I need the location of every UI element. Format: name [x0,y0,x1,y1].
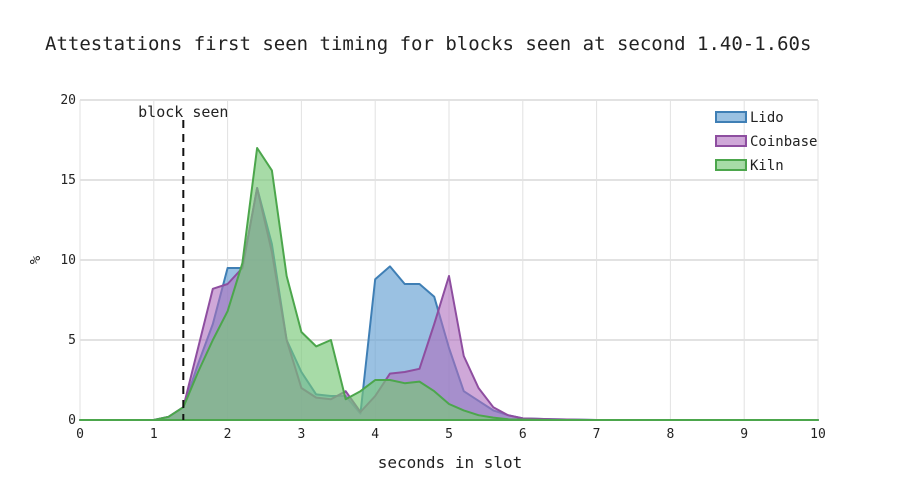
y-tick-label: 10 [60,253,76,268]
x-tick-label: 3 [297,427,305,442]
chart-title: Attestations first seen timing for block… [45,33,811,55]
legend-label: Kiln [750,158,784,174]
x-tick-label: 10 [810,427,826,442]
x-tick-label: 2 [224,427,232,442]
x-tick-label: 1 [150,427,158,442]
legend-swatch [715,111,747,123]
y-tick-label: 20 [60,93,76,108]
x-tick-label: 7 [593,427,601,442]
x-tick-label: 9 [740,427,748,442]
x-tick-label: 5 [445,427,453,442]
y-tick-label: 5 [68,333,76,348]
series-area-kiln [79,147,819,421]
annotation-block-seen: block seen [138,103,228,121]
legend-swatch [715,159,747,171]
x-tick-label: 6 [519,427,527,442]
legend-label: Lido [750,110,784,126]
legend-swatch [715,135,747,147]
legend-label: Coinbase [750,134,817,150]
y-tick-label: 15 [60,173,76,188]
x-tick-label: 0 [76,427,84,442]
y-axis-label: % [28,255,44,264]
x-tick-label: 8 [666,427,674,442]
x-tick-label: 4 [371,427,379,442]
x-axis-label: seconds in slot [378,453,523,472]
legend: Lido Coinbase Kiln [715,110,817,174]
y-tick-label: 0 [68,413,76,428]
